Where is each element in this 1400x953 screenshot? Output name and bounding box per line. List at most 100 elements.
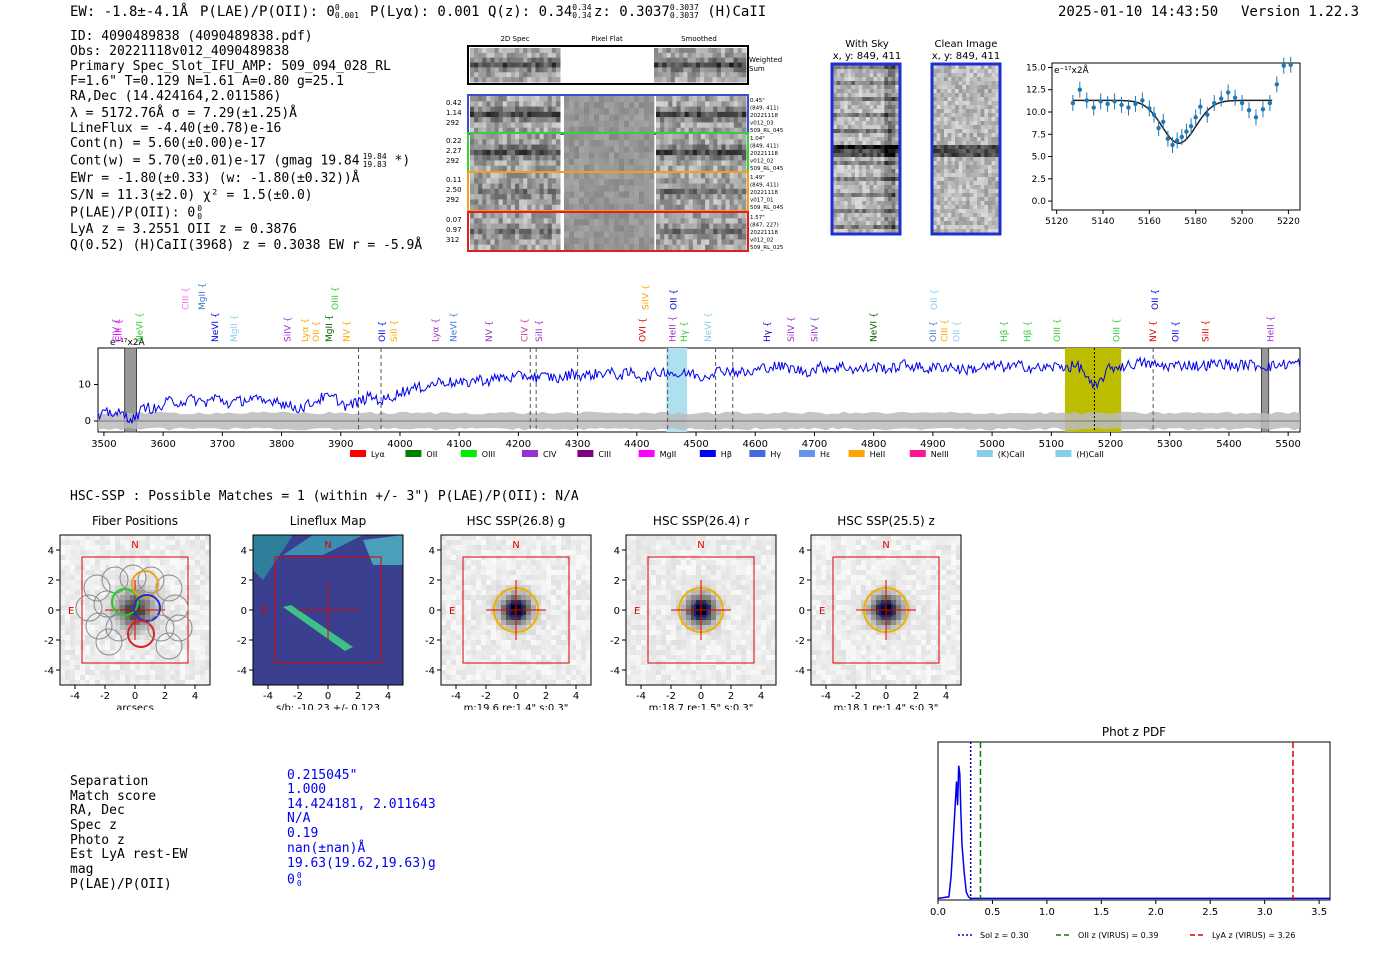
pixel — [145, 545, 151, 551]
pixel — [991, 165, 996, 170]
pixel — [940, 177, 945, 182]
pixel — [60, 580, 66, 586]
pixel — [120, 680, 126, 686]
pixel — [660, 239, 665, 246]
pixel — [200, 640, 206, 646]
pixel — [737, 139, 743, 146]
pixel — [991, 205, 996, 210]
pixel — [847, 89, 852, 94]
pixel — [515, 213, 520, 219]
pixel — [836, 177, 841, 182]
pixel — [851, 89, 856, 94]
pixel — [895, 221, 900, 226]
pixel — [649, 134, 655, 141]
pixel — [737, 160, 743, 167]
pixel — [855, 141, 860, 146]
pixel — [200, 560, 206, 566]
pixel — [543, 160, 549, 167]
pixel — [205, 620, 211, 626]
pixel — [955, 133, 960, 138]
pixel — [668, 139, 673, 146]
pixel — [70, 610, 76, 616]
pixel — [498, 234, 504, 240]
pixel — [619, 146, 625, 153]
zoom-xtick-label: 5140 — [1092, 217, 1115, 227]
pixel — [836, 89, 841, 94]
pixel — [680, 106, 686, 113]
pixel — [175, 620, 181, 626]
pixel — [888, 221, 893, 226]
pixel — [658, 52, 663, 59]
pixel — [833, 101, 838, 106]
pixel — [195, 600, 201, 606]
pixel — [700, 48, 705, 54]
pixel — [947, 81, 952, 86]
pixel — [840, 129, 845, 134]
pixel — [836, 137, 841, 142]
pixel — [95, 640, 101, 646]
pixel — [873, 129, 878, 134]
pixel — [498, 52, 504, 59]
pixel — [888, 161, 893, 166]
pixel — [833, 121, 838, 126]
pixel — [877, 81, 882, 86]
pixel — [844, 69, 849, 74]
pixel — [539, 239, 545, 246]
pixel — [662, 48, 668, 54]
pixel — [614, 108, 620, 115]
pixel — [833, 197, 838, 202]
pixel — [519, 173, 524, 179]
pixel — [696, 183, 702, 190]
pixel — [847, 109, 852, 114]
legend-swatch — [848, 450, 865, 457]
pixel — [721, 244, 727, 251]
pixel — [100, 645, 106, 651]
pixel — [688, 101, 694, 108]
pixel — [604, 173, 610, 180]
pixel — [609, 219, 615, 226]
pixel — [579, 197, 585, 205]
pixel — [884, 169, 889, 174]
hsc-xtick-label: 2 — [355, 691, 361, 702]
pixel — [145, 535, 151, 541]
pixel — [692, 111, 698, 118]
pixel — [527, 149, 532, 156]
pixel — [644, 126, 650, 134]
pixel — [847, 65, 852, 70]
pixel — [100, 555, 106, 561]
pixel — [461, 555, 467, 561]
pixel — [581, 550, 587, 556]
pixel — [958, 169, 963, 174]
pixel — [895, 85, 900, 90]
pixel — [729, 234, 735, 240]
pixel — [988, 185, 993, 190]
pixel — [535, 188, 541, 195]
pixel — [847, 201, 852, 206]
pixel — [962, 69, 967, 74]
pixel — [869, 105, 874, 110]
pixel — [105, 545, 111, 551]
pixel — [962, 177, 967, 182]
pixel — [847, 181, 852, 186]
pixel — [836, 133, 841, 138]
pixel — [725, 188, 731, 195]
pixel — [836, 101, 841, 106]
pixel — [130, 655, 136, 661]
pixel — [891, 77, 896, 82]
pixel — [510, 173, 516, 179]
pixel — [995, 197, 1000, 202]
pixel — [478, 228, 483, 235]
pixel — [80, 535, 86, 541]
pixel — [531, 122, 536, 129]
pixel — [973, 145, 978, 150]
pixel — [105, 600, 111, 606]
pixel — [895, 157, 900, 162]
pixel — [574, 140, 580, 147]
pixel — [716, 52, 722, 59]
pixel — [160, 580, 166, 586]
pixel — [100, 545, 106, 551]
pixel — [586, 535, 592, 541]
pixel — [510, 67, 516, 73]
pixel — [584, 203, 590, 211]
pixel — [717, 160, 722, 167]
